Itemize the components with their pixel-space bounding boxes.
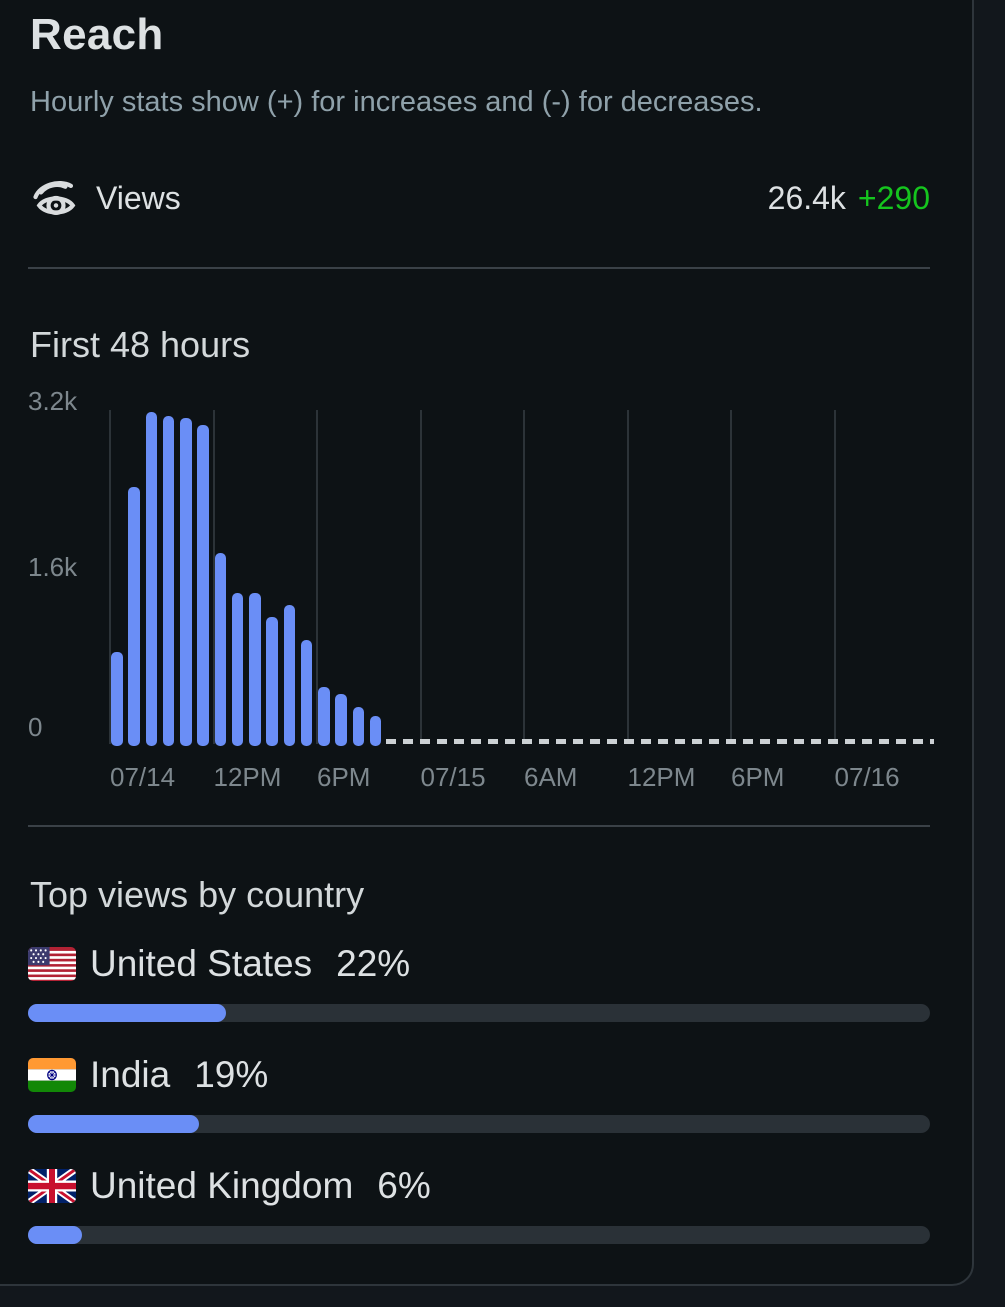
country-name: United States [90,943,313,984]
x-tick-label: 6AM [524,762,578,792]
chart-bar [249,593,261,746]
chart-title: First 48 hours [30,324,251,365]
country-progress-fill [28,1115,200,1133]
country-list: United States 22% India 19% United Kingdom… [28,940,930,1273]
y-tick-label: 1.6k [28,552,78,582]
eye-views-icon [28,173,84,223]
chart-bar [318,687,330,746]
x-tick-label: 07/16 [834,762,900,792]
country-name: United Kingdom [90,1165,354,1206]
chart-bar [128,487,140,746]
x-tick-label: 07/14 [110,762,176,792]
gridline [109,410,111,744]
chart-bar [300,640,313,746]
y-tick-label: 0 [28,712,43,742]
page-title: Reach [30,10,164,59]
country-row: United Kingdom 6% [28,1162,930,1244]
gridline [419,410,422,744]
countries-heading: Top views by country [30,874,365,915]
gridline [316,410,318,744]
y-tick-label: 3.2k [28,386,78,416]
country-name: India [90,1054,171,1095]
country-row: India 19% [28,1051,930,1133]
chart-bar [231,593,244,746]
x-tick-label: 07/15 [420,762,486,792]
chart-bar [283,605,295,746]
gridline [212,410,215,744]
chart-bar [111,652,123,746]
chart-bar [214,553,226,746]
gridline [626,410,629,744]
country-progress-fill [28,1004,227,1022]
country-label: India 19% [28,1051,930,1099]
country-percent: 22% [336,943,411,984]
country-label: United Kingdom 6% [28,1162,930,1210]
country-percent: 6% [377,1165,431,1206]
country-progress-track [28,1004,930,1022]
country-progress-track [28,1115,930,1133]
country-row: United States 22% [28,940,930,1022]
chart-bar [162,416,175,746]
gridline [833,410,836,744]
gridline [523,410,525,744]
hourly-views-bar-chart [109,410,938,746]
chart-bar [369,716,382,746]
country-progress-fill [28,1226,83,1244]
chart-bar [197,425,209,746]
views-delta-badge: +290 [857,179,930,216]
in-flag-icon [28,1058,76,1092]
page-subtitle: Hourly stats show (+) for increases and … [30,86,763,118]
chart-bar [352,707,364,746]
chart-bar [145,412,157,746]
chart-bar [180,418,192,746]
reach-insights-card [0,0,974,1286]
x-tick-label: 6PM [317,762,371,792]
x-tick-label: 12PM [213,762,282,792]
us-flag-icon [28,947,76,981]
country-progress-track [28,1226,930,1244]
divider [28,825,930,827]
chart-bar [335,694,347,746]
views-stat-row: Views 26.4k +290 [28,170,930,226]
country-label: United States 22% [28,940,930,988]
x-tick-label: 12PM [627,762,696,792]
x-tick-label: 6PM [731,762,785,792]
gb-flag-icon [28,1169,76,1203]
divider [28,267,930,269]
views-value: 26.4k [767,179,846,216]
views-label: Views [96,179,181,216]
future-hours-dashed-line [386,739,934,744]
chart-bar [266,617,278,746]
gridline [730,410,732,744]
country-percent: 19% [194,1054,269,1095]
